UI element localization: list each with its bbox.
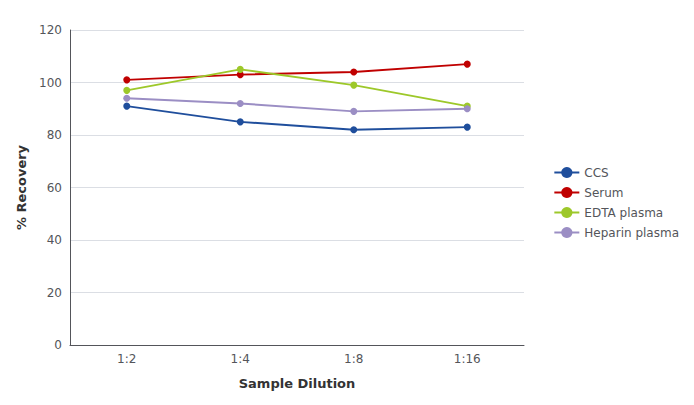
svg-text:100: 100 <box>39 76 62 90</box>
svg-text:Serum: Serum <box>584 186 623 200</box>
svg-text:% Recovery: % Recovery <box>14 144 29 230</box>
svg-text:CCS: CCS <box>584 166 608 180</box>
svg-text:80: 80 <box>47 128 62 142</box>
svg-text:120: 120 <box>39 23 62 37</box>
svg-text:1:4: 1:4 <box>231 352 250 366</box>
svg-text:1:2: 1:2 <box>117 352 136 366</box>
svg-text:Heparin plasma: Heparin plasma <box>584 226 679 240</box>
svg-text:40: 40 <box>47 233 62 247</box>
svg-text:20: 20 <box>47 286 62 300</box>
svg-text:1:16: 1:16 <box>454 352 481 366</box>
svg-text:1:8: 1:8 <box>344 352 363 366</box>
svg-text:60: 60 <box>47 181 62 195</box>
svg-text:0: 0 <box>54 338 62 352</box>
svg-text:EDTA plasma: EDTA plasma <box>584 206 663 220</box>
svg-text:Sample Dilution: Sample Dilution <box>239 376 356 391</box>
